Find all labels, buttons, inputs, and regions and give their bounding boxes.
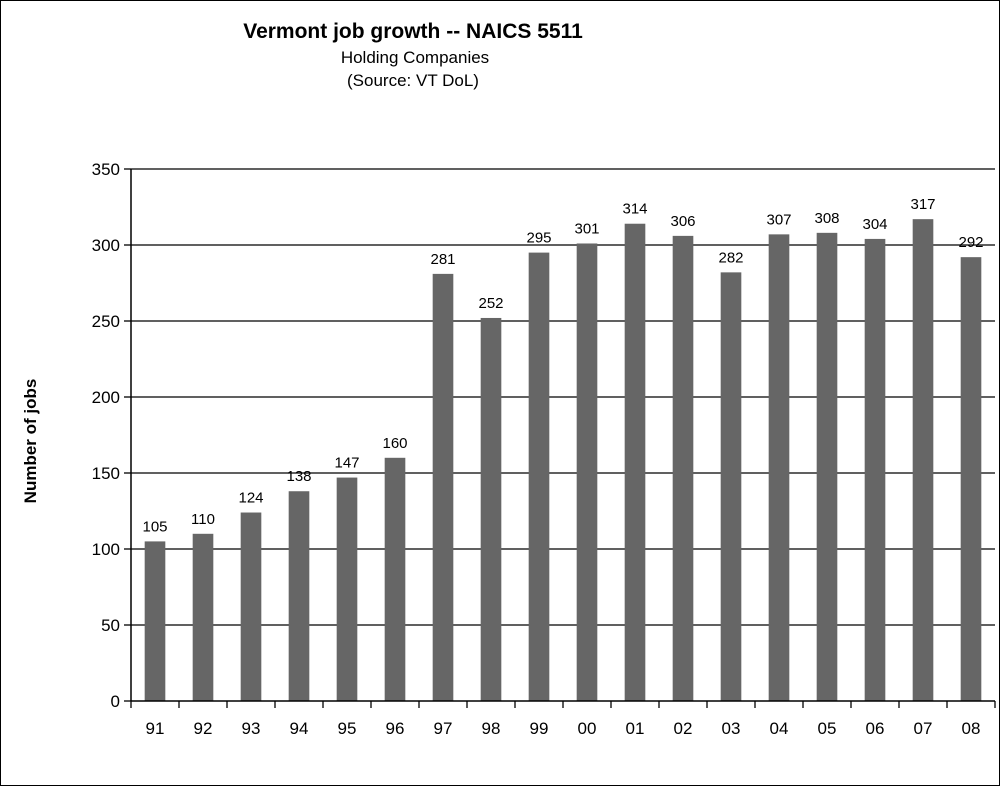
bar-93	[240, 512, 262, 701]
data-labels: 105 110 124 138 147 160 281 252 295 301 314 306 282 3…	[142, 196, 983, 535]
x-tick-label: 04	[770, 719, 789, 738]
x-tick-label: 08	[962, 719, 981, 738]
chart-subtitle: Holding Companies	[341, 48, 489, 67]
x-tick-label: 06	[866, 719, 885, 738]
x-tick-label: 96	[386, 719, 405, 738]
x-tick-label: 99	[530, 719, 549, 738]
y-tick-label: 300	[92, 236, 120, 255]
data-label-92: 110	[191, 511, 215, 528]
y-tick-label: 0	[111, 692, 120, 711]
bar-98	[480, 317, 502, 701]
bar-03	[720, 272, 742, 701]
x-tick-labels: 91 92 93 94 95 96 97 98 99 00 01 02 03 04 05 06 07 08	[146, 719, 981, 738]
bar-02	[672, 235, 694, 701]
data-label-06: 304	[862, 216, 887, 233]
data-label-05: 308	[814, 210, 839, 227]
y-tick-label: 200	[92, 388, 120, 407]
x-tick-label: 05	[818, 719, 837, 738]
bar-91	[144, 541, 166, 701]
bar-94	[288, 491, 310, 701]
data-label-97: 281	[430, 251, 455, 268]
data-label-04: 307	[766, 211, 791, 228]
bar-01	[624, 223, 646, 701]
x-tick-label: 92	[194, 719, 213, 738]
bar-92	[192, 533, 214, 701]
data-label-93: 124	[238, 490, 263, 507]
bar-99	[528, 252, 550, 701]
bar-08	[960, 257, 982, 701]
bar-96	[384, 457, 406, 701]
data-label-95: 147	[334, 455, 359, 472]
x-tick-label: 98	[482, 719, 501, 738]
y-tick-label: 150	[92, 464, 120, 483]
y-tick-label: 50	[101, 616, 120, 635]
bar-00	[576, 243, 598, 702]
chart-source: (Source: VT DoL)	[347, 71, 479, 90]
data-label-08: 292	[958, 234, 983, 251]
data-label-03: 282	[718, 249, 743, 266]
y-tick-labels: 0 50 100 150 200 250 300 350	[92, 160, 120, 711]
y-tick-label: 100	[92, 540, 120, 559]
x-tick-label: 07	[914, 719, 933, 738]
data-label-07: 317	[910, 196, 935, 213]
x-tick-label: 02	[674, 719, 693, 738]
y-axis-label: Number of jobs	[21, 379, 40, 504]
axes	[124, 168, 996, 708]
data-label-96: 160	[382, 435, 407, 452]
data-label-00: 301	[574, 220, 599, 237]
x-tick-label: 95	[338, 719, 357, 738]
x-tick-label: 94	[290, 719, 309, 738]
x-tick-label: 00	[578, 719, 597, 738]
x-tick-label: 91	[146, 719, 165, 738]
data-label-99: 295	[526, 230, 551, 247]
bar-07	[912, 219, 934, 701]
data-label-02: 306	[670, 213, 695, 230]
x-tick-label: 03	[722, 719, 741, 738]
x-tick-label: 97	[434, 719, 453, 738]
data-label-91: 105	[142, 518, 167, 535]
data-label-98: 252	[478, 295, 503, 312]
y-tick-label: 350	[92, 160, 120, 179]
bars	[144, 219, 982, 702]
bar-97	[432, 273, 454, 701]
data-label-94: 138	[286, 468, 311, 485]
bar-95	[336, 477, 358, 701]
bar-05	[816, 232, 838, 701]
y-tick-label: 250	[92, 312, 120, 331]
x-tick-label: 01	[626, 719, 645, 738]
bar-06	[864, 238, 886, 702]
bar-04	[768, 234, 790, 702]
gridlines	[131, 168, 995, 626]
chart-title: Vermont job growth -- NAICS 5511	[243, 20, 583, 43]
x-tick-label: 93	[242, 719, 261, 738]
data-label-01: 314	[622, 201, 647, 218]
